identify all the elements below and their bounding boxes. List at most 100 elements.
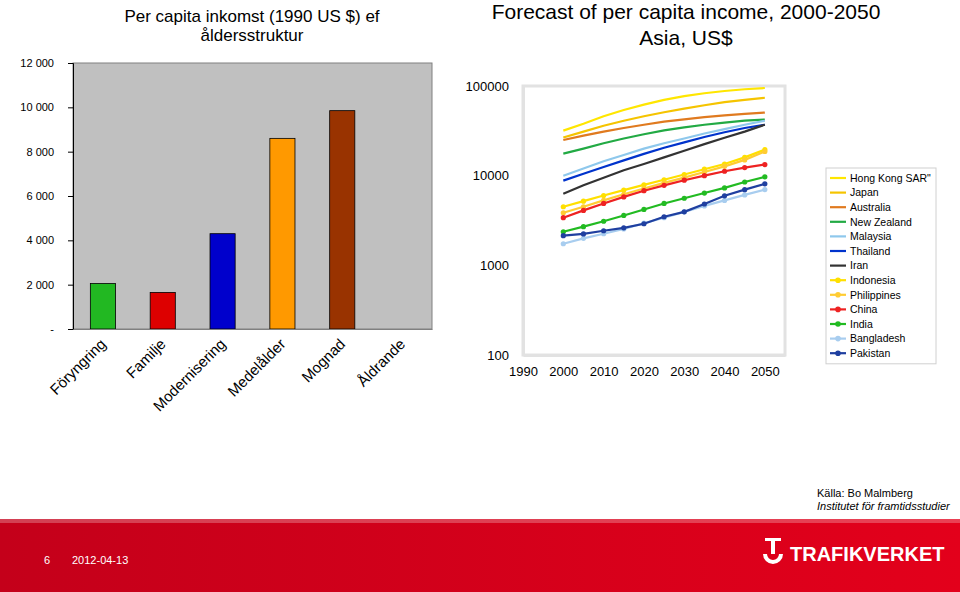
tick-mark (68, 196, 73, 197)
series-line (563, 125, 765, 181)
series-marker (742, 157, 747, 162)
tick-mark (68, 329, 73, 330)
legend-swatch (830, 206, 846, 208)
series-marker (661, 201, 666, 206)
tick-label: - (50, 323, 54, 335)
tick: Modernisering (149, 335, 228, 414)
series-marker (762, 187, 767, 192)
bar (330, 111, 355, 329)
tick-label: 4 000 (26, 234, 54, 246)
series-marker (621, 213, 626, 218)
chart-subtitle: Asia, US$ (639, 26, 733, 49)
tick: 100 (487, 348, 523, 363)
x-axis: FöryngringFamiljeModerniseringMedelålder… (46, 330, 432, 415)
series-marker (682, 209, 687, 214)
series-marker (641, 221, 646, 226)
series-marker (561, 241, 566, 246)
series-marker (641, 188, 646, 193)
logo-icon (763, 538, 783, 564)
series-marker (742, 192, 747, 197)
series-marker (762, 174, 767, 179)
chart-title: Forecast of per capita income, 2000-2050 (492, 0, 881, 23)
series-marker (641, 221, 646, 226)
tick: 100000 (466, 79, 523, 94)
series-marker (722, 193, 727, 198)
series-marker (682, 209, 687, 214)
series-marker (722, 164, 727, 169)
series-marker (601, 219, 606, 224)
series-marker (601, 193, 606, 198)
y-axis: 100 1000 10000 100000 (466, 79, 524, 363)
tick: 2020 (630, 355, 659, 379)
series-marker (702, 201, 707, 206)
lines (561, 88, 768, 246)
tick-label: 8 000 (26, 146, 54, 158)
series-marker (722, 185, 727, 190)
bar (90, 284, 115, 329)
date: 2012-04-13 (72, 554, 128, 566)
series-marker (581, 224, 586, 229)
legend-swatch (830, 192, 846, 194)
tick-label: 10 000 (20, 101, 54, 113)
footer-band (0, 519, 960, 592)
series-marker (621, 225, 626, 230)
legend-marker (835, 350, 841, 356)
legend-label: Pakistan (850, 347, 890, 359)
legend-label: New Zealand (850, 216, 912, 228)
series-marker (762, 162, 767, 167)
series-marker (561, 210, 566, 215)
legend-swatch (830, 235, 846, 237)
tick: 10 000 (20, 101, 73, 113)
tick: - (50, 323, 73, 335)
series-marker (722, 169, 727, 174)
legend-label: Japan (850, 186, 879, 198)
legend-marker (835, 277, 841, 283)
legend-label: Thailand (850, 245, 890, 257)
tick-label: 2040 (711, 364, 740, 379)
legend-label: Philippines (850, 289, 901, 301)
series-marker (762, 149, 767, 154)
tick-mark (68, 107, 73, 108)
slide: Per capita inkomst (1990 US $) efålderss… (0, 0, 960, 592)
tick: 2010 (590, 355, 619, 379)
tick-label: Åldrande (354, 335, 408, 389)
tick: 1000 (480, 258, 523, 273)
legend-marker (835, 307, 841, 313)
tick-label: 2020 (630, 364, 659, 379)
legend-label: Hong Kong SAR" (850, 172, 931, 184)
series-line (563, 152, 765, 213)
tick: 4 000 (26, 234, 73, 246)
page-number: 6 (44, 554, 50, 566)
series-line (563, 190, 765, 244)
tick: 10000 (473, 168, 523, 183)
tick-label: 1000 (480, 258, 509, 273)
series-marker (742, 165, 747, 170)
series-marker (561, 215, 566, 220)
series-line (563, 165, 765, 218)
tick: Familje (123, 335, 169, 381)
legend-marker (835, 292, 841, 298)
tick-label: 100 (487, 348, 509, 363)
series-marker (702, 173, 707, 178)
series-marker (581, 231, 586, 236)
series-line (563, 88, 765, 131)
tick-label: 12 000 (20, 57, 54, 69)
bar (150, 292, 175, 329)
tick-label: 1990 (509, 364, 538, 379)
series-line (563, 184, 765, 236)
tick: Åldrande (354, 335, 408, 389)
series-marker (762, 181, 767, 186)
series-marker (561, 204, 566, 209)
tick: 1990 (509, 355, 538, 379)
tick-label: Medelålder (224, 335, 289, 400)
series-marker (742, 179, 747, 184)
series-marker (742, 187, 747, 192)
legend-label: Iran (850, 259, 868, 271)
series-line (563, 177, 765, 232)
series-marker (661, 214, 666, 219)
footer-strip (0, 519, 960, 523)
legend-label: China (850, 303, 878, 315)
tick: 8 000 (26, 146, 73, 158)
series-marker (661, 215, 666, 220)
series-line (563, 125, 765, 194)
